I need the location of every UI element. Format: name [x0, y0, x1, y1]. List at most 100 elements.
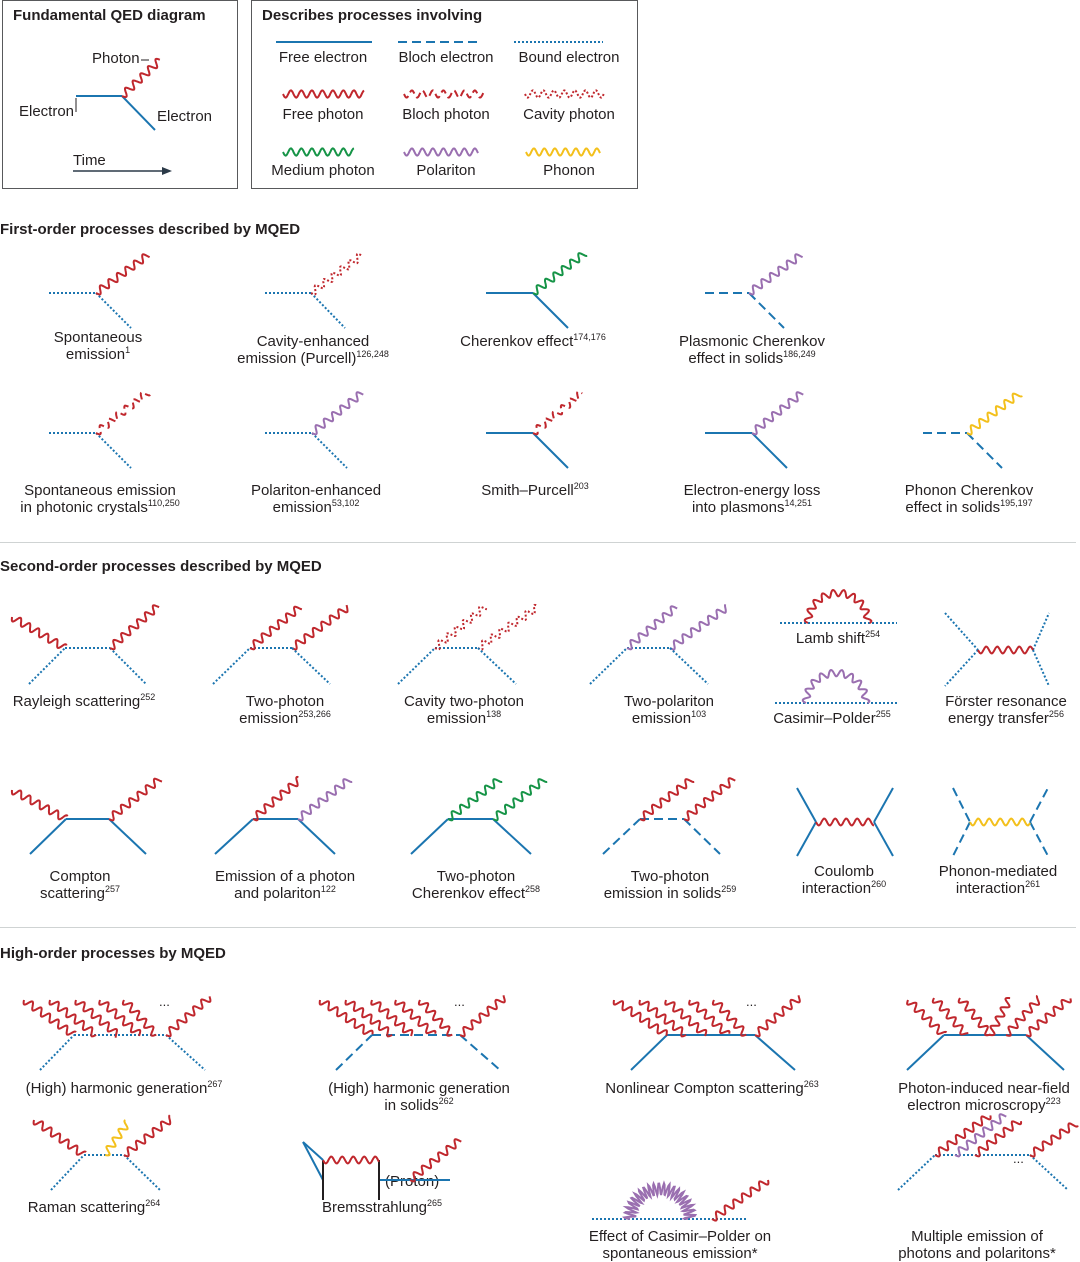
electron-line — [873, 787, 894, 823]
photon-line — [403, 147, 479, 157]
photon-line — [403, 89, 485, 99]
photon-line — [711, 999, 747, 1037]
second-label-cavity-two-photon: Cavity two-photon emission138 — [403, 693, 525, 727]
photon-line — [669, 604, 727, 651]
photon-line — [48, 999, 97, 1038]
electron-line — [212, 647, 251, 685]
first-label-electron-energy-loss: Electron-energy loss into plasmons14,251 — [683, 482, 821, 516]
second-label-coulomb: Coulomb interaction260 — [801, 863, 887, 897]
second-label-rayleigh: Rayleigh scattering252 — [12, 692, 156, 711]
loop-photon — [803, 588, 873, 624]
electron-line — [123, 1154, 161, 1191]
legend-cavity-photon: Cavity photon — [523, 106, 615, 123]
photon-line — [417, 999, 453, 1037]
photon-line — [638, 999, 687, 1038]
second-label-photon-polariton: Emission of a photon and polariton122 — [214, 868, 356, 902]
photon-line — [95, 253, 151, 296]
photon-line — [683, 777, 736, 822]
electron-line — [1025, 1034, 1065, 1071]
photon-line — [525, 147, 601, 157]
second-label-two-polariton: Two-polariton emission103 — [623, 693, 715, 727]
photon-line — [121, 999, 157, 1037]
electron-line — [95, 292, 132, 329]
fundamental-qed-title: Fundamental QED diagram — [13, 7, 206, 24]
high-label-raman: Raman scattering264 — [27, 1198, 161, 1217]
electron-line — [602, 818, 641, 855]
photon-line — [477, 603, 538, 651]
loop-photon — [621, 1180, 698, 1220]
first-label-smith-purcell: Smith–Purcell203 — [481, 481, 589, 500]
photon-line — [121, 57, 161, 99]
photon-line — [344, 999, 393, 1038]
electron-line — [311, 432, 348, 469]
photon-line — [394, 999, 437, 1035]
high-label-pinem: Photon-induced near-field electron micros… — [898, 1080, 1070, 1114]
electron-line — [302, 1141, 324, 1181]
ellipsis-4: ... — [1013, 1151, 1024, 1166]
photon-line — [370, 999, 414, 1037]
photon-line — [977, 645, 1034, 655]
photon-line — [815, 817, 875, 827]
high-label-hhg: (High) harmonic generation267 — [25, 1079, 223, 1098]
photon-line — [626, 605, 678, 651]
electron-line — [109, 647, 147, 685]
photon-line — [532, 390, 583, 436]
second-label-lamb-shift: Lamb shift254 — [795, 629, 881, 648]
photon-line — [311, 391, 364, 436]
electron-line — [748, 292, 785, 329]
first-label-plasmonic-cherenkov: Plasmonic Cherenkov effect in solids186,2… — [679, 333, 825, 367]
photon-line — [447, 778, 503, 822]
first-label-polariton-enhanced: Polariton-enhanced emission53,102 — [250, 482, 382, 516]
photon-line — [74, 999, 119, 1038]
photon-line — [282, 147, 355, 157]
photon-line — [969, 817, 1031, 827]
electron-line — [532, 292, 569, 329]
electron-line — [1029, 821, 1049, 857]
electron-line — [669, 647, 709, 685]
photon-line — [104, 1119, 129, 1157]
electron-line — [754, 1034, 796, 1071]
photon-line — [532, 252, 588, 296]
photon-line — [957, 997, 991, 1037]
electron-line — [751, 432, 788, 469]
electron-line — [630, 1034, 668, 1071]
photon-line — [954, 1113, 1007, 1158]
electron-line — [897, 1154, 936, 1191]
photon-line — [906, 999, 948, 1036]
photon-line — [252, 775, 299, 822]
electron-line — [1029, 1154, 1069, 1191]
electron-line — [906, 1034, 945, 1071]
high-label-bremsstrahlung: Bremsstrahlung265 — [321, 1198, 443, 1217]
second-label-two-photon-solids: Two-photon emission in solids259 — [603, 868, 737, 902]
electron-line — [28, 647, 66, 685]
electron-line — [589, 647, 628, 685]
electron-line — [121, 95, 156, 131]
photon-line — [751, 391, 804, 436]
photon-line — [318, 999, 374, 1035]
second-label-two-photon-cherenkov: Two-photon Cherenkov effect258 — [411, 868, 541, 902]
electron-line — [532, 432, 569, 469]
electron-line — [966, 432, 1003, 469]
legend-box: Describes processes involving — [251, 0, 638, 189]
photon-line — [291, 604, 349, 651]
electron-line — [459, 1034, 501, 1071]
electron-line — [165, 1034, 206, 1071]
legend-phonon: Phonon — [543, 162, 595, 179]
ellipsis-1: ... — [159, 994, 170, 1009]
photon-line — [664, 999, 708, 1037]
second-label-compton: Compton scattering257 — [39, 868, 121, 902]
second-label-casimir-polder: Casimir–Polder255 — [773, 709, 891, 728]
second-order-heading: Second-order processes described by MQED — [0, 558, 322, 575]
photon-line — [282, 89, 365, 99]
photon-line — [108, 777, 163, 822]
legend-free-photon: Free photon — [282, 106, 364, 123]
ellipsis-2: ... — [454, 994, 465, 1009]
high-label-multiple-emission: Multiple emission of photons and polarito… — [898, 1228, 1056, 1262]
high-label-hhg-solids: (High) harmonic generation in solids262 — [328, 1080, 510, 1114]
photon-line — [297, 778, 353, 822]
photon-line — [974, 1120, 1023, 1158]
electron-line — [302, 1141, 324, 1161]
photon-line — [966, 392, 1023, 436]
electron-line — [796, 787, 817, 823]
